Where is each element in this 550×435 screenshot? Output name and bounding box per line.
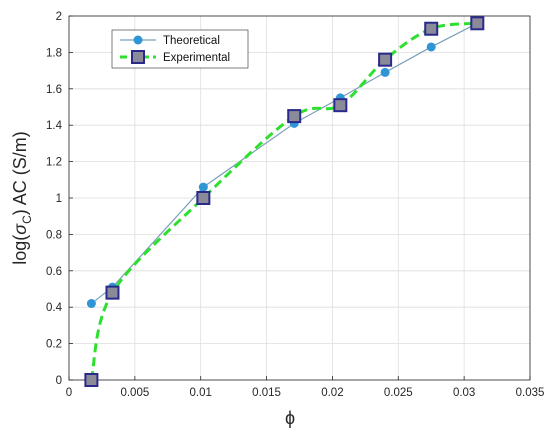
legend-theoretical-marker bbox=[133, 35, 143, 45]
y-axis-label-prefix: log( bbox=[10, 235, 30, 265]
y-tick-label: 0.2 bbox=[46, 339, 62, 351]
y-axis-label-subscript: C bbox=[20, 215, 34, 224]
y-tick-label: 2 bbox=[56, 11, 62, 23]
theoretical-point bbox=[198, 182, 208, 192]
x-tick-label: 0.015 bbox=[252, 387, 281, 399]
y-tick-label: 1.6 bbox=[46, 84, 62, 96]
y-tick-label: 1.2 bbox=[46, 157, 62, 169]
experimental-point bbox=[333, 98, 348, 113]
y-axis-label-suffix: ) AC (S/m) bbox=[10, 131, 30, 215]
experimental-point bbox=[105, 285, 120, 300]
x-tick-label: 0.03 bbox=[453, 387, 475, 399]
theoretical-point bbox=[380, 67, 390, 77]
y-tick-label: 0.4 bbox=[46, 302, 63, 314]
series-layer bbox=[84, 16, 485, 387]
y-tick-label: 1.4 bbox=[46, 120, 63, 132]
theoretical-point bbox=[86, 299, 96, 309]
experimental-point bbox=[287, 109, 302, 124]
legend: Theoretical Experimental bbox=[111, 29, 249, 69]
theoretical-point bbox=[426, 42, 436, 52]
experimental-point bbox=[196, 191, 211, 205]
legend-theoretical-label: Theoretical bbox=[163, 35, 220, 47]
x-axis-label: ϕ bbox=[285, 408, 295, 428]
x-tick-label: 0.01 bbox=[190, 387, 212, 399]
experimental-point bbox=[84, 373, 99, 387]
x-tick-label: 0.02 bbox=[321, 387, 343, 399]
y-tick-label: 1 bbox=[56, 193, 62, 205]
y-tick-label: 0 bbox=[56, 375, 62, 387]
experimental-point bbox=[378, 52, 393, 67]
y-axis-label-symbol: σ bbox=[10, 223, 30, 235]
experimental-point bbox=[470, 16, 485, 31]
x-tick-label: 0.005 bbox=[120, 387, 149, 399]
legend-experimental-label: Experimental bbox=[163, 52, 230, 64]
x-tick-label: 0.035 bbox=[516, 387, 545, 399]
x-tick-label: 0.025 bbox=[384, 387, 413, 399]
x-tick-label: 0 bbox=[66, 387, 72, 399]
y-axis-label: log(σC) AC (S/m) bbox=[10, 131, 34, 265]
y-tick-label: 1.8 bbox=[46, 47, 62, 59]
legend-experimental-marker bbox=[131, 50, 145, 64]
experimental-point bbox=[424, 21, 439, 36]
y-tick-label: 0.6 bbox=[46, 266, 62, 278]
y-tick-label: 0.8 bbox=[46, 229, 62, 241]
axis-ticks: 0 0.005 0.01 0.015 0.02 0.025 0.03 0.035 0 0.2 0.4… bbox=[46, 11, 544, 399]
